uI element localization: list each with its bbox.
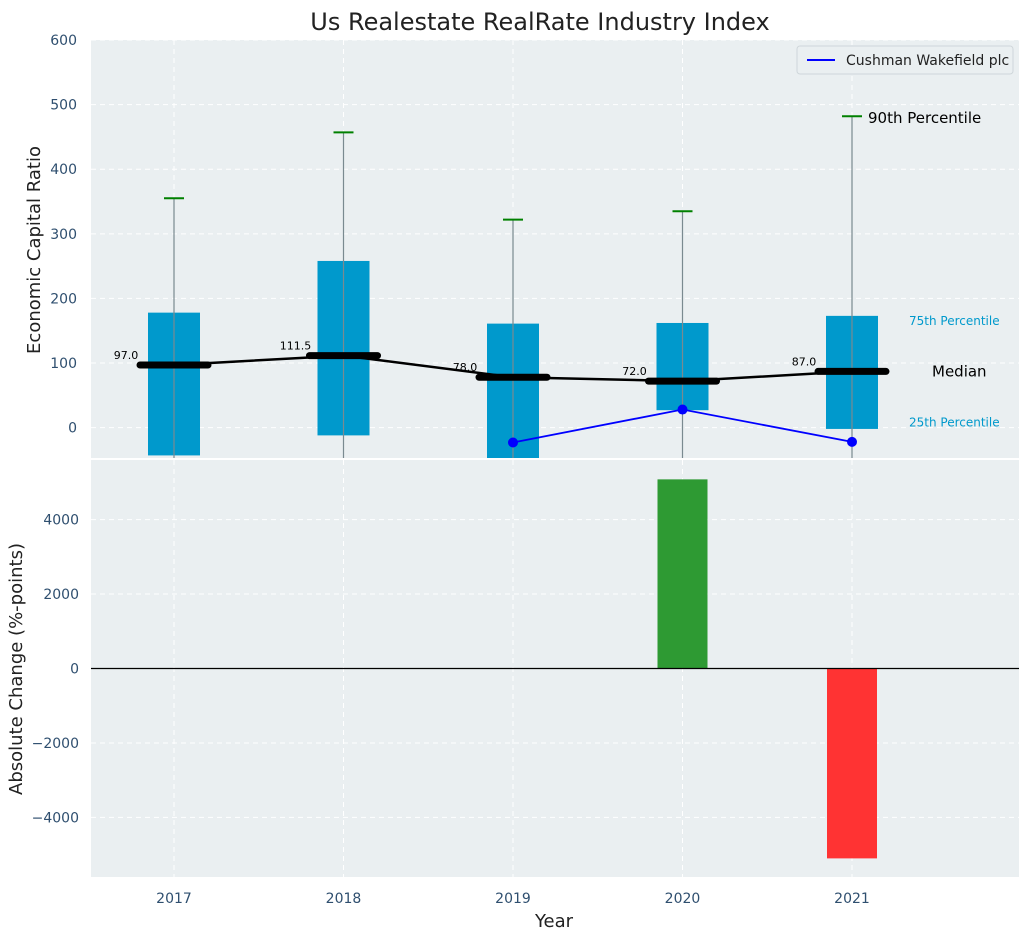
bottom-y-tick-label: 0 — [70, 662, 79, 678]
x-tick-label-2021: 2021 — [834, 891, 870, 907]
median-label-2017: 97.0 — [114, 349, 139, 362]
x-axis-label: Year — [534, 911, 574, 932]
annotation-p90: 90th Percentile — [868, 109, 981, 127]
x-tick-label-2020: 2020 — [665, 891, 701, 907]
median-label-2021: 87.0 — [792, 355, 817, 368]
annotation-p75: 75th Percentile — [909, 314, 1000, 328]
median-label-2018: 111.5 — [280, 340, 312, 353]
median-label-2020: 72.0 — [622, 365, 647, 378]
x-tick-label-2017: 2017 — [156, 891, 192, 907]
top-y-tick-label: 300 — [50, 227, 77, 243]
top-y-tick-label: 400 — [50, 162, 77, 178]
top-y-tick-label: 200 — [50, 291, 77, 307]
x-tick-label-2019: 2019 — [495, 891, 531, 907]
change-bar-2020 — [657, 479, 708, 669]
top-plot-area — [91, 40, 1019, 458]
legend-label: Cushman Wakefield plc — [846, 53, 1009, 69]
chart-title: Us Realestate RealRate Industry Index — [310, 8, 769, 36]
series-point-2019 — [508, 437, 518, 448]
x-tick-label-2018: 2018 — [326, 891, 362, 907]
annotation-p25: 25th Percentile — [909, 415, 1000, 429]
series-point-2020 — [677, 404, 688, 415]
series-point-2021 — [847, 436, 857, 447]
legend: Cushman Wakefield plc — [796, 45, 1014, 75]
legend-box — [796, 45, 1014, 75]
top-y-tick-label: 500 — [50, 98, 77, 114]
top-y-tick-label: 600 — [50, 33, 77, 49]
top-y-axis-label: Economic Capital Ratio — [24, 146, 45, 354]
bottom-y-axis-label: Absolute Change (%-points) — [6, 543, 27, 795]
top-y-tick-label: 100 — [50, 356, 77, 372]
change-bar-2021 — [827, 668, 877, 859]
bottom-y-tick-label: −2000 — [32, 736, 79, 752]
bottom-y-tick-label: 2000 — [43, 587, 79, 603]
bottom-y-tick-label: −4000 — [32, 810, 79, 826]
bottom-panel: −4000 −2000 0 2000 4000 2017 2018 2019 2020 2021 — [32, 460, 1019, 907]
median-line — [173, 354, 853, 383]
annotation-median: Median — [932, 362, 987, 380]
top-y-tick-label: 0 — [68, 421, 77, 437]
bottom-y-tick-label: 4000 — [43, 513, 79, 529]
